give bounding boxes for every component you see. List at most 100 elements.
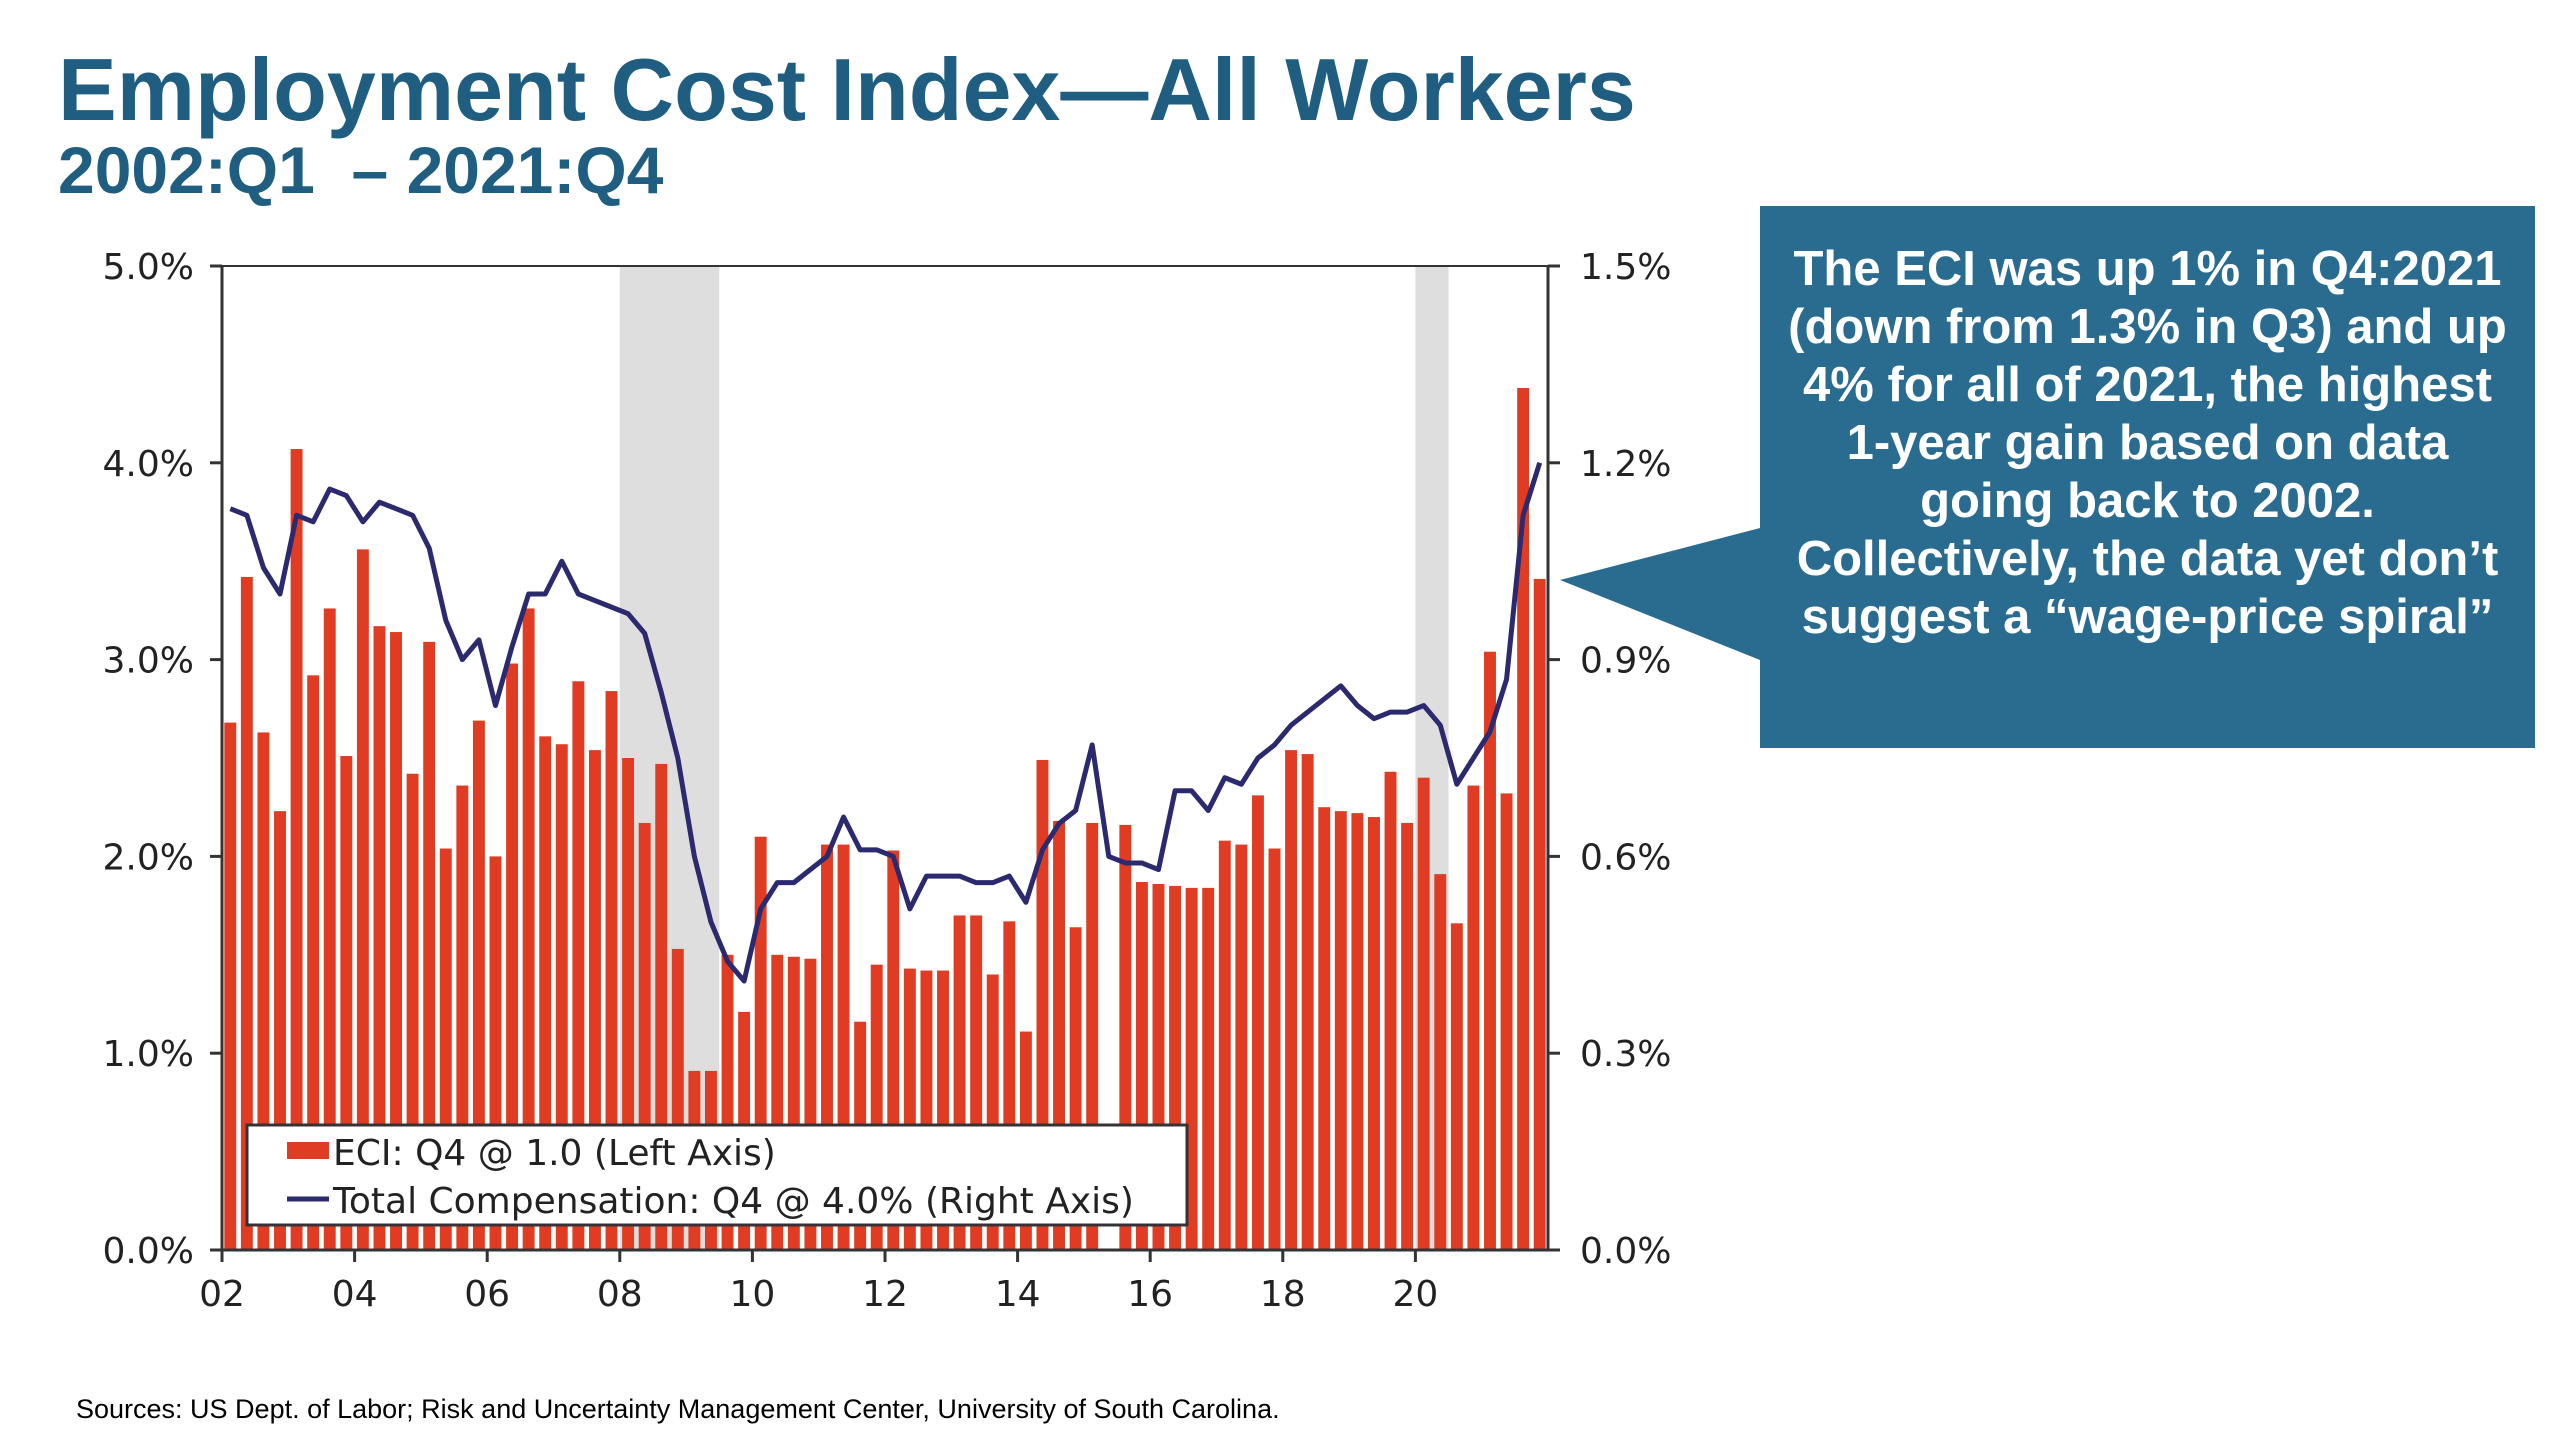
callout-box: The ECI was up 1% in Q4:2021 (down from … (1760, 206, 2535, 748)
eci-bar (1268, 848, 1281, 1250)
eci-bar (1235, 844, 1248, 1250)
eci-bar (290, 449, 303, 1250)
eci-bar (1185, 887, 1198, 1250)
eci-bar (423, 641, 436, 1250)
eci-bar (970, 915, 983, 1250)
eci-bar (787, 956, 800, 1250)
axes: 0.0% 1.0% 2.0% 3.0% 4.0% 5.0% 0.0% 0.3% 0.6% 0.9%… (103, 247, 1672, 1315)
right-tick-label: 1.2% (1580, 444, 1671, 485)
eci-bar (555, 744, 568, 1250)
eci-bar (506, 663, 519, 1250)
eci-bar (1351, 813, 1364, 1250)
eci-bar (937, 970, 949, 1250)
x-tick-label: 04 (332, 1274, 378, 1315)
eci-bar (622, 758, 635, 1250)
eci-bar (489, 856, 502, 1250)
eci-bar (356, 549, 369, 1250)
eci-bar (1417, 777, 1430, 1250)
x-tick-label: 08 (597, 1274, 643, 1315)
eci-bar (903, 968, 916, 1250)
eci-bar (1202, 887, 1215, 1250)
eci-bar (1334, 811, 1347, 1250)
eci-bar (373, 626, 386, 1250)
eci-bar (754, 836, 767, 1250)
total-compensation-line (229, 462, 1543, 984)
eci-bar (1517, 388, 1530, 1250)
callout-pointer (1560, 528, 1760, 660)
eci-bar (1467, 785, 1480, 1250)
eci-bar (1533, 578, 1546, 1250)
eci-bar (1135, 881, 1148, 1250)
eci-bar (1069, 927, 1082, 1250)
eci-bar (240, 576, 253, 1250)
eci-bar (605, 691, 618, 1250)
left-tick-label: 0.0% (103, 1231, 194, 1272)
eci-bar (522, 608, 535, 1250)
eci-bar (1086, 822, 1099, 1250)
eci-bar (1434, 874, 1447, 1250)
eci-bar (307, 675, 320, 1250)
eci-bar (1285, 750, 1298, 1250)
recession-shading (619, 266, 1449, 1250)
eci-bar (390, 632, 403, 1250)
page-subtitle: 2002:Q1 – 2021:Q4 (58, 133, 664, 207)
right-tick-label: 0.6% (1580, 837, 1671, 878)
callout-pointer-shape (1560, 528, 1760, 660)
legend-label-eci: ECI: Q4 @ 1.0 (Left Axis) (333, 1133, 776, 1174)
eci-bar (1401, 822, 1414, 1250)
eci-bar (771, 954, 784, 1250)
x-tick-label: 12 (862, 1274, 908, 1315)
eci-bar (1450, 923, 1463, 1250)
x-tick-label: 10 (729, 1274, 775, 1315)
eci-bar (953, 915, 966, 1250)
eci-bar (1367, 817, 1380, 1250)
eci-bar (439, 848, 452, 1250)
eci-bar (1119, 824, 1132, 1250)
left-tick-label: 1.0% (103, 1034, 194, 1075)
right-tick-label: 0.3% (1580, 1034, 1671, 1075)
callout-text: The ECI was up 1% in Q4:2021 (down from … (1788, 242, 2507, 644)
eci-bar (1251, 795, 1264, 1250)
eci-bar (1152, 883, 1165, 1250)
eci-bar (224, 722, 237, 1250)
eci-bar (274, 811, 286, 1250)
page-title: Employment Cost Index—All Workers (58, 40, 1636, 139)
eci-bar (1500, 793, 1513, 1250)
left-tick-label: 3.0% (103, 641, 194, 682)
eci-bar (986, 974, 999, 1250)
legend: ECI: Q4 @ 1.0 (Left Axis) Total Compensat… (245, 1123, 1189, 1227)
eci-bar (1484, 651, 1496, 1250)
x-tick-label: 06 (464, 1274, 510, 1315)
eci-bar (456, 785, 469, 1250)
eci-bar (1384, 771, 1397, 1250)
eci-bar (1169, 885, 1182, 1250)
eci-bar (257, 732, 270, 1250)
eci-bar (572, 681, 585, 1250)
eci-bars (224, 388, 1546, 1250)
eci-bar (887, 850, 900, 1250)
eci-bar (1053, 820, 1066, 1250)
x-tick-label: 14 (995, 1274, 1041, 1315)
legend-box (245, 1123, 1189, 1227)
left-tick-label: 4.0% (103, 444, 194, 485)
eci-bar (1301, 754, 1314, 1250)
legend-swatch-eci (287, 1142, 329, 1159)
eci-bar (870, 964, 883, 1250)
recession-band (619, 266, 720, 1250)
x-tick-label: 02 (199, 1274, 245, 1315)
eci-bar (323, 608, 336, 1250)
left-tick-label: 5.0% (103, 247, 194, 288)
eci-bar (1318, 807, 1331, 1250)
eci-bar (1036, 759, 1049, 1250)
eci-bar (920, 970, 933, 1250)
source-note: Sources: US Dept. of Labor; Risk and Unc… (76, 1394, 1280, 1424)
eci-bar (721, 954, 734, 1250)
x-tick-label: 20 (1392, 1274, 1438, 1315)
left-tick-label: 2.0% (103, 837, 194, 878)
eci-bar (340, 756, 353, 1250)
eci-bar (588, 750, 601, 1250)
eci-bar (539, 736, 552, 1250)
total-compensation-series (229, 462, 1543, 984)
eci-bar (472, 720, 485, 1250)
